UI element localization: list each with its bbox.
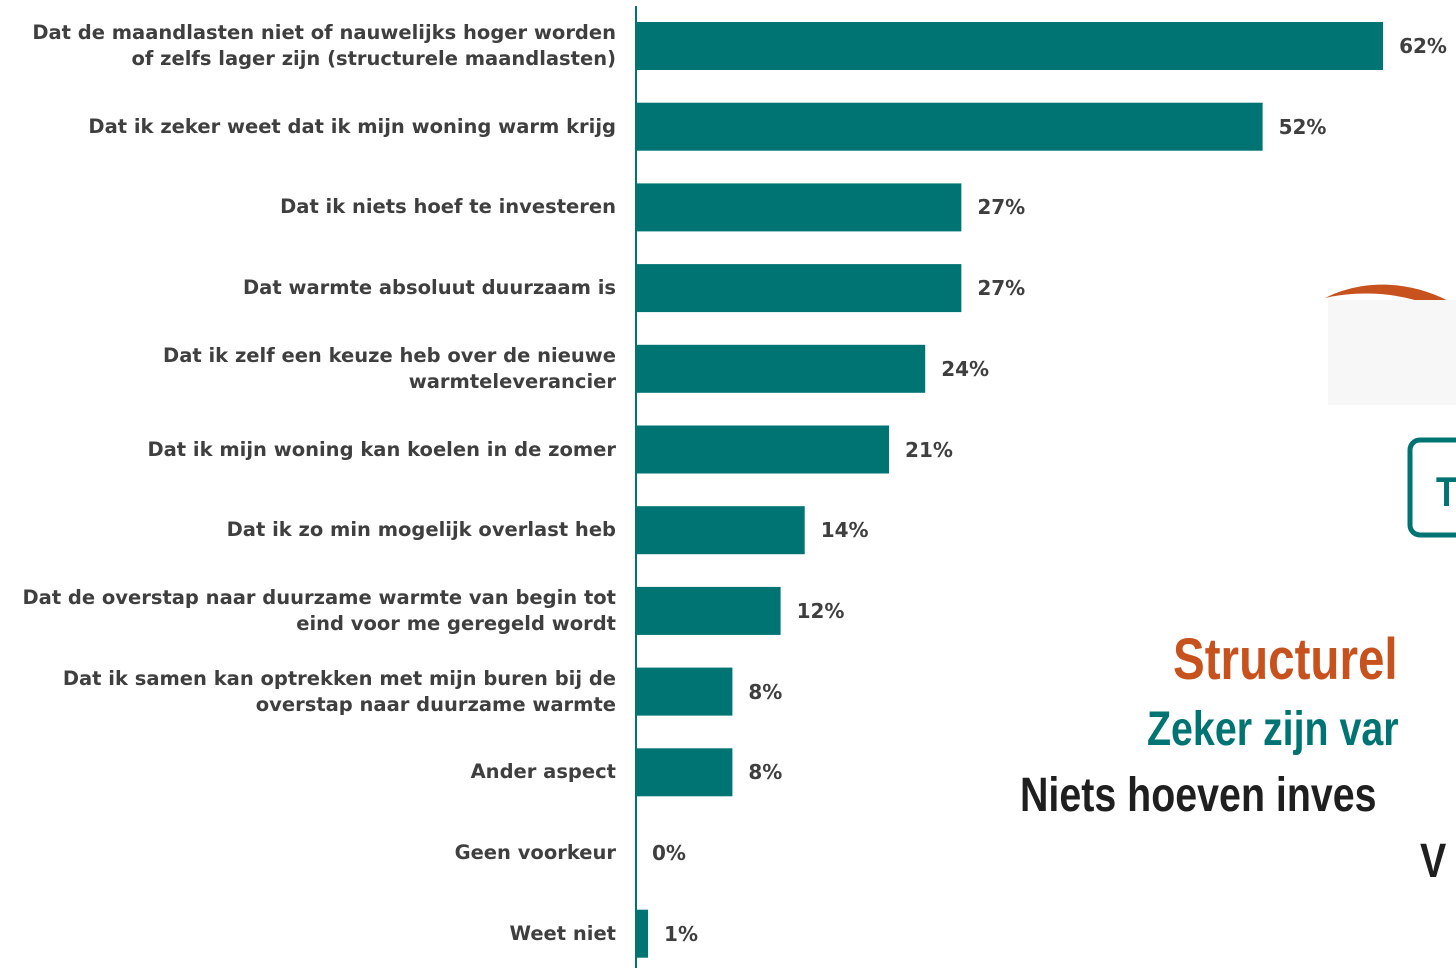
- value-label: 12%: [796, 598, 845, 623]
- value-label: 27%: [977, 195, 1026, 220]
- bar: [636, 183, 962, 232]
- category-label: Dat ik zeker weet dat ik mijn woning war…: [88, 114, 616, 138]
- bar: [636, 344, 926, 393]
- decorative-swoosh: [1325, 284, 1456, 318]
- bar: [636, 909, 649, 958]
- category-label: Dat ik mijn woning kan koelen in de zome…: [147, 437, 616, 461]
- value-label: 21%: [905, 437, 953, 462]
- annotation: Structurel: [1173, 627, 1398, 692]
- bar: [636, 22, 1384, 70]
- bar: [636, 667, 733, 716]
- value-label: 0%: [652, 841, 686, 865]
- value-label: 8%: [748, 760, 783, 785]
- category-label: Weet niet: [509, 921, 617, 945]
- value-label: 1%: [664, 921, 699, 946]
- category-label: Dat ik zo min mogelijk overlast heb: [226, 518, 616, 542]
- value-label: 27%: [977, 276, 1026, 301]
- bar: [636, 264, 962, 313]
- category-label: Dat ik zelf een keuze heb over de nieuwe…: [163, 343, 616, 393]
- value-label: 62%: [1399, 34, 1447, 58]
- annotation: Zeker zijn var: [1147, 703, 1399, 756]
- annotation: Niets hoeven inves: [1020, 769, 1377, 822]
- bar: [636, 748, 733, 797]
- value-label: 14%: [820, 518, 869, 543]
- decorative-panel: [1328, 300, 1456, 405]
- value-label: 24%: [941, 356, 990, 381]
- bar: [636, 586, 781, 635]
- annotation: V: [1420, 835, 1447, 888]
- category-label: Dat warmte absoluut duurzaam is: [243, 276, 616, 300]
- bar: [636, 506, 805, 555]
- value-label: 8%: [748, 679, 783, 704]
- bar: [636, 102, 1263, 151]
- decorative-box: [1407, 437, 1456, 538]
- category-label: Dat de overstap naar duurzame warmte van…: [22, 585, 616, 635]
- value-label: 52%: [1278, 114, 1327, 139]
- category-label: Dat ik samen kan optrekken met mijn bure…: [62, 666, 616, 716]
- category-label: Dat ik niets hoef te investeren: [280, 195, 616, 219]
- category-label: Dat de maandlasten niet of nauwelijks ho…: [32, 21, 616, 70]
- annotation: T: [1436, 468, 1456, 515]
- category-label: Ander aspect: [470, 760, 616, 784]
- category-label: Geen voorkeur: [454, 841, 616, 864]
- bar: [636, 425, 890, 474]
